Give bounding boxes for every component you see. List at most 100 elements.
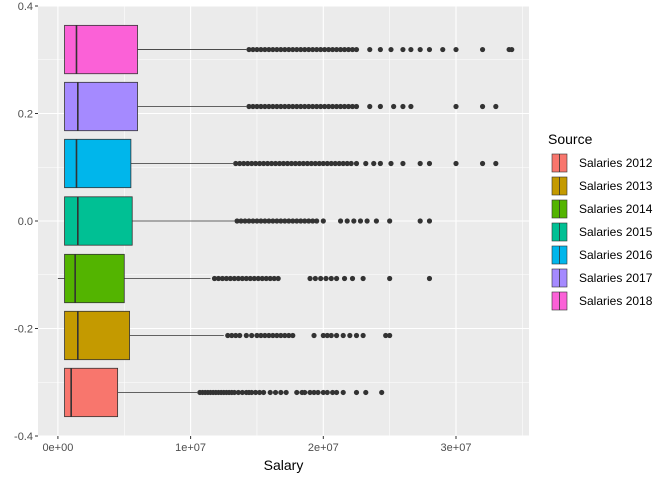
outlier-point — [326, 103, 332, 110]
outlier-point — [333, 332, 340, 339]
outlier-point — [274, 103, 280, 110]
outlier-point — [249, 332, 255, 339]
outlier-point — [426, 46, 433, 53]
outlier-point — [268, 160, 275, 167]
outlier-point — [440, 46, 446, 53]
outlier-point — [337, 218, 344, 224]
outlier-point — [493, 103, 499, 110]
outlier-point — [333, 275, 340, 282]
outlier-point — [270, 218, 276, 224]
outlier-point — [388, 160, 394, 167]
outlier-point — [324, 389, 330, 396]
outlier-point — [249, 389, 255, 396]
x-tick-label: 3e+07 — [441, 442, 472, 454]
box-salaries-2018 — [64, 24, 515, 75]
outlier-point — [453, 160, 459, 167]
outlier-point — [246, 46, 252, 53]
outlier-point — [284, 160, 291, 167]
outlier-point — [387, 218, 393, 224]
x-tick-label: 1e+07 — [175, 442, 206, 454]
legend-label: Salaries 2018 — [579, 294, 653, 308]
outlier-point — [371, 160, 377, 167]
outlier-point — [270, 103, 276, 110]
outlier-point — [312, 275, 318, 282]
y-tick-label: -0.2 — [14, 324, 33, 336]
outlier-point — [320, 160, 326, 167]
outlier-point — [292, 160, 299, 167]
outlier-point — [290, 46, 296, 53]
outlier-point — [266, 332, 272, 339]
outlier-point — [266, 103, 272, 110]
outlier-point — [351, 218, 357, 224]
outlier-point — [315, 389, 321, 396]
outlier-point — [262, 103, 268, 110]
outlier-point — [400, 160, 406, 167]
outlier-point — [332, 160, 338, 167]
outlier-point — [388, 46, 394, 53]
outlier-point — [282, 218, 288, 224]
y-tick-label: 0.2 — [18, 109, 33, 121]
outlier-point — [387, 332, 393, 339]
outlier-point — [275, 275, 281, 282]
outlier-point — [262, 332, 268, 339]
outlier-point — [278, 389, 284, 396]
outlier-point — [302, 46, 308, 53]
legend-label: Salaries 2014 — [579, 202, 653, 216]
legend-label: Salaries 2016 — [579, 248, 653, 262]
outlier-point — [271, 275, 277, 282]
x-tick-label: 2e+07 — [308, 442, 339, 454]
outlier-point — [296, 160, 303, 167]
outlier-point — [249, 160, 255, 167]
outlier-point — [219, 275, 226, 282]
x-axis-title: Salary — [264, 457, 304, 473]
legend-label: Salaries 2017 — [579, 271, 653, 285]
outlier-point — [253, 389, 259, 396]
outlier-point — [323, 275, 329, 282]
outlier-point — [306, 218, 312, 224]
outlier-point — [310, 218, 316, 224]
x-axis: 0e+00 1e+07 2e+07 3e+07 — [42, 436, 471, 454]
boxplot-series — [57, 24, 515, 418]
outlier-point — [282, 332, 288, 339]
outlier-point — [286, 332, 292, 339]
outlier-point — [307, 389, 313, 396]
outlier-point — [307, 275, 313, 282]
legend-item: Salaries 2016 — [551, 245, 653, 265]
outlier-point — [360, 332, 366, 339]
outlier-point — [387, 275, 393, 282]
outlier-point — [314, 46, 320, 53]
outlier-point — [345, 103, 352, 110]
outlier-point — [320, 332, 326, 339]
outlier-point — [242, 218, 248, 224]
outlier-point — [337, 103, 344, 110]
legend-item: Salaries 2012 — [551, 153, 653, 173]
outlier-point — [353, 332, 360, 339]
outlier-point — [400, 46, 406, 53]
box-iqr — [64, 81, 138, 132]
legend: Source Salaries 2012 Salaries 2013 Salarie… — [548, 131, 653, 311]
outlier-point — [326, 46, 332, 53]
outlier-point — [306, 46, 312, 53]
outlier-point — [264, 160, 271, 167]
outlier-point — [426, 275, 433, 282]
outlier-point — [509, 46, 515, 53]
outlier-point — [243, 332, 249, 339]
outlier-point — [294, 46, 300, 53]
outlier-point — [241, 160, 247, 167]
outlier-point — [333, 103, 340, 110]
outlier-point — [479, 103, 486, 110]
outlier-point — [238, 218, 244, 224]
outlier-point — [259, 275, 265, 282]
outlier-point — [235, 389, 241, 396]
outlier-point — [294, 103, 300, 110]
outlier-point — [229, 332, 235, 339]
outlier-point — [235, 275, 241, 282]
outlier-point — [267, 389, 273, 396]
outlier-point — [408, 46, 414, 53]
legend-item: Salaries 2017 — [551, 268, 653, 288]
outlier-point — [304, 160, 310, 167]
box-iqr — [64, 310, 130, 361]
outlier-point — [262, 218, 268, 224]
outlier-point — [237, 332, 243, 339]
outlier-point — [373, 218, 379, 224]
